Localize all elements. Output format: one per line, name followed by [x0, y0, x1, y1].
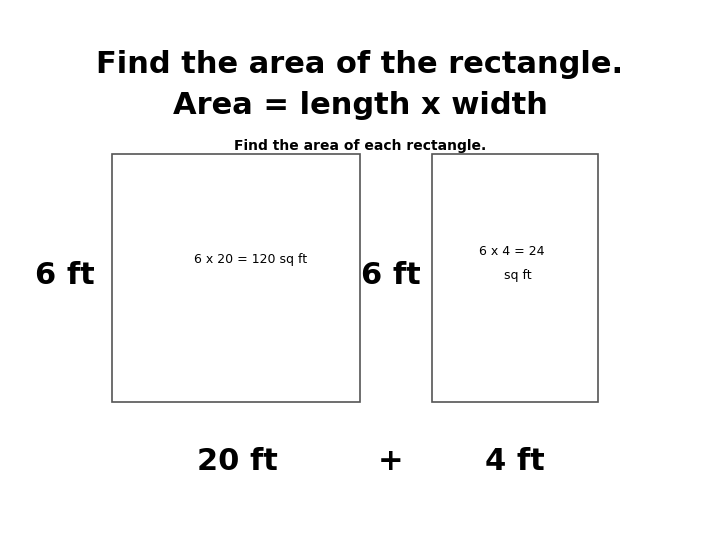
Text: 6 x 20 = 120 sq ft: 6 x 20 = 120 sq ft — [194, 253, 307, 266]
Text: +: + — [378, 447, 404, 476]
Text: 6 x 4 = 24: 6 x 4 = 24 — [479, 245, 544, 258]
Text: 6 ft: 6 ft — [361, 261, 420, 290]
Text: Area = length x width: Area = length x width — [173, 91, 547, 120]
Text: 6 ft: 6 ft — [35, 261, 94, 290]
Text: sq ft: sq ft — [504, 269, 531, 282]
Text: Find the area of each rectangle.: Find the area of each rectangle. — [234, 139, 486, 153]
Bar — [432, 154, 598, 402]
Text: Find the area of the rectangle.: Find the area of the rectangle. — [96, 50, 624, 79]
Text: 4 ft: 4 ft — [485, 447, 544, 476]
Bar — [112, 154, 360, 402]
Text: 20 ft: 20 ft — [197, 447, 278, 476]
